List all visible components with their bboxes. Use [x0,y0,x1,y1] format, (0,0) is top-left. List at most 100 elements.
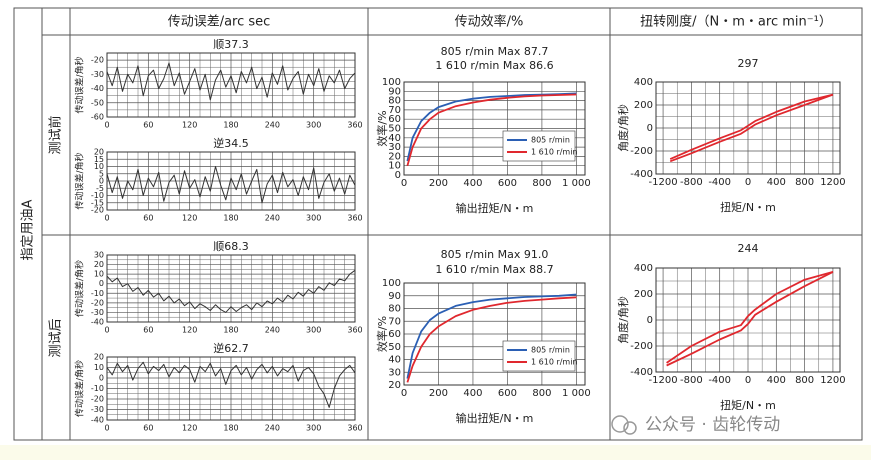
y-tick-label: -20 [91,298,104,307]
x-tick-label: 60 [143,326,153,335]
x-tick-label: 400 [767,375,786,386]
y-tick-label: -30 [91,405,104,414]
y-axis-label: 效率/% [375,316,389,352]
plot-frame [403,81,586,176]
x-tick-label: 360 [347,214,362,223]
x-tick-label: 120 [182,424,197,433]
chart-title: 顺68.3 [213,240,249,253]
legend-label: 1 610 r/min [531,148,578,157]
y-tick-label: 0 [99,177,104,186]
x-tick-label: 400 [463,388,482,399]
x-tick-label: 300 [306,121,321,130]
x-tick-label: 600 [498,388,517,399]
x-tick-label: 240 [265,214,280,223]
y-axis-label: 传动误差/角秒 [74,152,86,209]
data-line [406,296,577,383]
bottom-band [0,445,871,460]
y-tick-label: 20 [388,380,401,391]
y-tick-label: -200 [630,146,653,157]
x-tick-label: -400 [708,375,731,386]
y-tick-label: 10 [94,363,104,372]
y-tick-label: 50 [388,124,401,135]
y-axis-label: 传动误差/角秒 [74,260,86,317]
x-tick-label: 300 [306,424,321,433]
x-tick-label: 0 [104,424,109,433]
data-line [669,93,834,163]
x-tick-label: 0 [104,214,109,223]
x-tick-label: 1 000 [562,178,591,189]
x-tick-label: 240 [265,424,280,433]
y-tick-label: 15 [94,155,104,164]
x-tick-label: 0 [401,178,407,189]
row-group: 指定用油A [21,199,36,260]
y-tick-label: 0 [99,374,104,383]
y-tick-label: -30 [91,308,104,317]
x-tick-label: 400 [463,178,482,189]
plot-frame [655,81,841,175]
y-tick-label: -20 [91,206,104,215]
header: 传动效率/% [455,14,524,30]
table-lines [13,7,863,441]
y-tick-label: 200 [634,100,653,111]
header: 扭转刚度/（N・m・arc min⁻¹） [640,14,832,30]
x-tick-label: 600 [498,178,517,189]
data-line [669,93,834,160]
y-tick-label: -60 [91,113,104,122]
chart-title: 805 r/min Max 87.7 [441,45,549,58]
x-tick-label: 0 [745,177,751,188]
y-tick-label: 5 [99,169,104,178]
row-label: 测试前 [48,115,64,154]
chart-title: 805 r/min Max 91.0 [441,248,549,261]
y-tick-label: -10 [91,191,104,200]
x-tick-label: 0 [104,121,109,130]
x-tick-label: 800 [532,388,551,399]
data-line [106,361,356,408]
y-tick-label: 0 [647,315,653,326]
x-tick-label: -1200 [649,177,678,188]
y-tick-label: 60 [388,114,401,125]
plot-frame [106,52,356,118]
y-tick-label: 100 [382,278,401,289]
chart-title: 逆62.7 [213,341,249,355]
x-tick-label: 240 [265,121,280,130]
x-tick-label: 360 [347,121,362,130]
chart-title: 1 610 r/min Max 86.6 [435,59,553,72]
y-axis-label: 角度/角秒 [616,104,630,152]
x-tick-label: 120 [182,326,197,335]
y-tick-label: 20 [94,148,104,157]
legend-label: 1 610 r/min [531,358,578,367]
plot-frame [106,356,356,421]
y-tick-label: -50 [91,98,104,107]
x-tick-label: 120 [182,121,197,130]
x-tick-label: 800 [795,375,814,386]
x-tick-label: 1200 [820,177,845,188]
y-tick-label: 60 [388,329,401,340]
y-tick-label: 400 [634,77,653,88]
y-tick-label: 40 [388,355,401,366]
plot-frame [106,254,356,323]
y-tick-label: -400 [630,169,653,180]
data-line [106,269,356,313]
y-axis-label: 角度/角秒 [616,296,630,344]
x-tick-label: 60 [143,424,153,433]
x-tick-label: 120 [182,214,197,223]
y-tick-label: 80 [388,96,401,107]
x-tick-label: 360 [347,326,362,335]
y-tick-label: 10 [94,162,104,171]
y-tick-label: -40 [91,84,104,93]
y-tick-label: 70 [388,105,401,116]
x-tick-label: 180 [223,424,238,433]
data-line [106,62,356,101]
legend-label: 805 r/min [531,346,570,355]
y-tick-label: 0 [99,279,104,288]
y-axis-label: 效率/% [375,110,389,146]
y-tick-label: 0 [647,123,653,134]
x-axis-label: 扭矩/N・m [720,398,776,412]
y-tick-label: 20 [94,353,104,362]
x-tick-label: 360 [347,424,362,433]
x-tick-label: 800 [532,178,551,189]
x-tick-label: -400 [708,177,731,188]
data-line [666,271,834,364]
y-tick-label: -10 [91,384,104,393]
